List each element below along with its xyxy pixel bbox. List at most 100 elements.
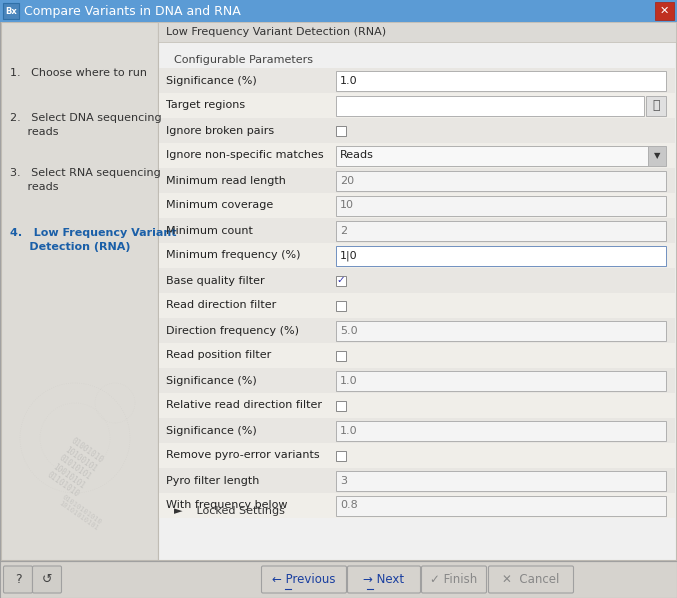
FancyBboxPatch shape — [159, 118, 675, 143]
FancyBboxPatch shape — [159, 418, 675, 443]
Text: 1.0: 1.0 — [340, 75, 357, 86]
FancyBboxPatch shape — [336, 321, 666, 340]
FancyBboxPatch shape — [336, 471, 666, 490]
Text: 3: 3 — [340, 475, 347, 486]
Text: → Next: → Next — [364, 573, 405, 586]
FancyBboxPatch shape — [159, 143, 675, 168]
Text: Remove pyro-error variants: Remove pyro-error variants — [166, 450, 320, 460]
Text: ✓: ✓ — [336, 276, 345, 285]
FancyBboxPatch shape — [159, 68, 675, 93]
Text: Reads: Reads — [340, 151, 374, 160]
FancyBboxPatch shape — [655, 2, 674, 20]
Text: Direction frequency (%): Direction frequency (%) — [166, 325, 299, 335]
Text: 2: 2 — [340, 225, 347, 236]
Text: ✓ Finish: ✓ Finish — [431, 573, 478, 586]
Text: Low Frequency Variant Detection (RNA): Low Frequency Variant Detection (RNA) — [166, 27, 386, 37]
FancyBboxPatch shape — [336, 301, 346, 310]
FancyBboxPatch shape — [159, 218, 675, 243]
Text: Pyro filter length: Pyro filter length — [166, 475, 259, 486]
FancyBboxPatch shape — [336, 221, 666, 240]
Text: 01010101010
10101010101: 01010101010 10101010101 — [57, 495, 103, 532]
FancyBboxPatch shape — [3, 566, 32, 593]
FancyBboxPatch shape — [159, 93, 675, 118]
Text: 4.   Low Frequency Variant
     Detection (RNA): 4. Low Frequency Variant Detection (RNA) — [10, 228, 177, 252]
Text: Ignore non-specific matches: Ignore non-specific matches — [166, 151, 324, 160]
Text: Target regions: Target regions — [166, 100, 245, 111]
FancyBboxPatch shape — [336, 246, 666, 266]
FancyBboxPatch shape — [159, 318, 675, 343]
FancyBboxPatch shape — [336, 145, 648, 166]
FancyBboxPatch shape — [159, 368, 675, 393]
Text: 0.8: 0.8 — [340, 501, 357, 511]
Text: With frequency below: With frequency below — [166, 501, 288, 511]
Text: Significance (%): Significance (%) — [166, 376, 257, 386]
Text: ✕: ✕ — [660, 6, 669, 16]
FancyBboxPatch shape — [159, 243, 675, 268]
FancyBboxPatch shape — [336, 276, 346, 285]
Text: 5.0: 5.0 — [340, 325, 357, 335]
Text: 2.   Select DNA sequencing
     reads: 2. Select DNA sequencing reads — [10, 113, 162, 137]
FancyBboxPatch shape — [336, 96, 644, 115]
Text: ⌕: ⌕ — [652, 99, 660, 112]
Text: Read position filter: Read position filter — [166, 350, 271, 361]
Text: ?: ? — [15, 573, 21, 586]
Text: ▼: ▼ — [654, 151, 660, 160]
Text: ►    Locked Settings: ► Locked Settings — [174, 505, 285, 515]
FancyBboxPatch shape — [336, 420, 666, 441]
Text: ← Previous: ← Previous — [272, 573, 336, 586]
FancyBboxPatch shape — [159, 493, 675, 518]
FancyBboxPatch shape — [261, 566, 347, 593]
FancyBboxPatch shape — [336, 71, 666, 90]
FancyBboxPatch shape — [158, 22, 676, 560]
FancyBboxPatch shape — [336, 450, 346, 460]
Text: 10: 10 — [340, 200, 354, 210]
FancyBboxPatch shape — [159, 193, 675, 218]
Text: Minimum coverage: Minimum coverage — [166, 200, 274, 210]
FancyBboxPatch shape — [336, 126, 346, 136]
FancyBboxPatch shape — [336, 170, 666, 191]
FancyBboxPatch shape — [159, 293, 675, 318]
FancyBboxPatch shape — [336, 496, 666, 515]
FancyBboxPatch shape — [159, 468, 675, 493]
FancyBboxPatch shape — [646, 96, 666, 115]
FancyBboxPatch shape — [422, 566, 487, 593]
Text: Minimum count: Minimum count — [166, 225, 253, 236]
Text: 1.0: 1.0 — [340, 376, 357, 386]
FancyBboxPatch shape — [159, 168, 675, 193]
Text: Compare Variants in DNA and RNA: Compare Variants in DNA and RNA — [24, 5, 241, 17]
FancyBboxPatch shape — [0, 561, 677, 598]
FancyBboxPatch shape — [158, 22, 676, 42]
Text: Minimum frequency (%): Minimum frequency (%) — [166, 251, 301, 261]
FancyBboxPatch shape — [1, 22, 158, 560]
FancyBboxPatch shape — [347, 566, 420, 593]
Text: Bx: Bx — [5, 7, 17, 16]
FancyBboxPatch shape — [336, 401, 346, 410]
FancyBboxPatch shape — [336, 196, 666, 215]
Text: Base quality filter: Base quality filter — [166, 276, 265, 285]
FancyBboxPatch shape — [32, 566, 62, 593]
FancyBboxPatch shape — [159, 268, 675, 293]
FancyBboxPatch shape — [0, 22, 677, 561]
Text: Configurable Parameters: Configurable Parameters — [174, 55, 313, 65]
Text: 01001010
10100101
01010101
10010101
01101010: 01001010 10100101 01010101 10010101 0110… — [45, 437, 105, 499]
FancyBboxPatch shape — [0, 0, 677, 22]
FancyBboxPatch shape — [3, 3, 19, 19]
FancyBboxPatch shape — [159, 343, 675, 368]
FancyBboxPatch shape — [159, 443, 675, 468]
Text: ✕  Cancel: ✕ Cancel — [502, 573, 560, 586]
Text: 1.   Choose where to run: 1. Choose where to run — [10, 68, 147, 78]
Text: Relative read direction filter: Relative read direction filter — [166, 401, 322, 410]
FancyBboxPatch shape — [336, 350, 346, 361]
Text: 3.   Select RNA sequencing
     reads: 3. Select RNA sequencing reads — [10, 168, 160, 192]
Text: Read direction filter: Read direction filter — [166, 301, 276, 310]
FancyBboxPatch shape — [159, 393, 675, 418]
Text: Significance (%): Significance (%) — [166, 75, 257, 86]
Text: 20: 20 — [340, 175, 354, 185]
Text: ↺: ↺ — [42, 573, 52, 586]
FancyBboxPatch shape — [336, 371, 666, 390]
FancyBboxPatch shape — [648, 145, 666, 166]
Text: 1|0: 1|0 — [340, 250, 357, 261]
Text: 1.0: 1.0 — [340, 426, 357, 435]
Text: Ignore broken pairs: Ignore broken pairs — [166, 126, 274, 136]
Text: Minimum read length: Minimum read length — [166, 175, 286, 185]
